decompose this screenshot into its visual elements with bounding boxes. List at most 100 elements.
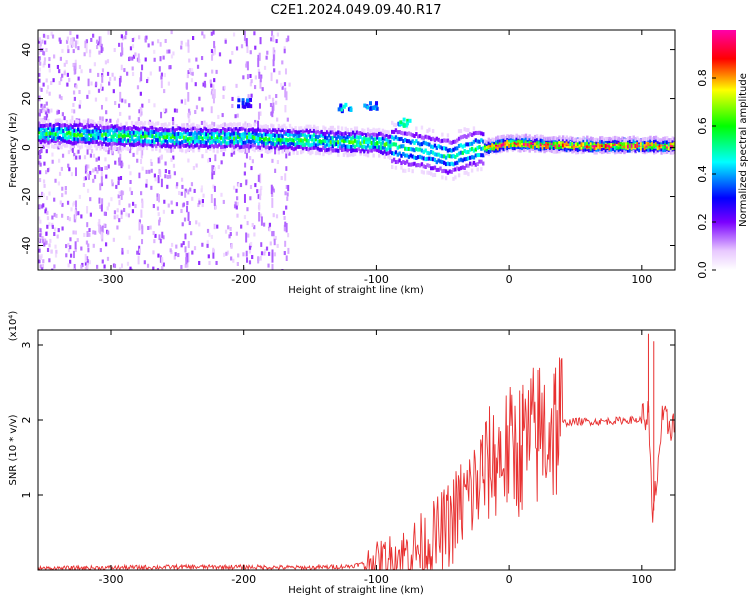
noise-cell	[48, 91, 51, 96]
noise-streak	[210, 194, 213, 203]
ridge-cell	[535, 140, 539, 145]
ridge-cell	[162, 139, 165, 144]
x-tick-label: 0	[506, 273, 513, 286]
noise-streak	[100, 231, 103, 239]
ridge-cell	[649, 144, 652, 149]
noise-cell	[156, 206, 160, 211]
ridge-cell	[67, 139, 71, 144]
noise-cell	[129, 266, 132, 270]
ridge-cell	[288, 144, 292, 149]
noise-cell	[186, 74, 189, 79]
ridge-cell	[582, 135, 585, 140]
ridge-cell	[649, 138, 652, 143]
ridge-cell	[223, 147, 227, 152]
ridge-cell	[502, 142, 505, 147]
noise-cell	[58, 69, 61, 74]
noise-cell	[251, 255, 254, 260]
ridge-cell	[207, 133, 210, 138]
noise-streak	[212, 249, 215, 259]
ridge-cell	[84, 139, 87, 144]
noise-cell	[78, 194, 81, 199]
noise-cell	[164, 161, 167, 166]
noise-cell	[38, 86, 42, 91]
ridge-cell	[350, 132, 353, 137]
noise-cell	[147, 99, 151, 104]
noise-cell	[248, 245, 252, 250]
feature-cell	[368, 101, 372, 106]
noise-cell	[97, 72, 100, 77]
noise-cell	[69, 41, 72, 46]
ridge-cell	[346, 148, 349, 153]
ridge-cell	[221, 130, 225, 135]
ridge-cell	[305, 138, 308, 143]
ridge-cell	[474, 130, 478, 135]
ridge-cell	[205, 135, 208, 140]
ridge-cell	[203, 135, 206, 140]
ridge-cell	[132, 124, 136, 129]
ridge-cell	[625, 145, 628, 150]
ridge-cell	[357, 135, 360, 140]
noise-streak	[272, 102, 275, 111]
ridge-cell	[130, 135, 134, 140]
ridge-cell	[114, 124, 117, 129]
ridge-cell	[277, 133, 281, 138]
ridge-cell	[253, 143, 256, 148]
ridge-cell	[253, 122, 256, 127]
ridge-cell	[482, 139, 485, 144]
ridge-cell	[266, 145, 269, 150]
noise-cell	[69, 147, 73, 152]
ridge-cell	[400, 165, 403, 170]
noise-cell	[92, 168, 95, 173]
noise-streak	[272, 59, 275, 67]
noise-cell	[171, 117, 175, 122]
ridge-cell	[99, 140, 102, 145]
noise-streak	[271, 110, 274, 118]
noise-cell	[167, 203, 170, 208]
noise-streak	[257, 120, 260, 131]
noise-streak	[98, 218, 101, 227]
ridge-cell	[366, 132, 370, 137]
ridge-cell	[208, 146, 212, 151]
ridge-cell	[309, 143, 312, 148]
ridge-cell	[184, 135, 188, 140]
ridge-cell	[272, 127, 275, 132]
noise-cell	[181, 184, 184, 189]
ridge-cell	[221, 126, 225, 131]
ridge-cell	[541, 145, 544, 150]
ridge-cell	[515, 143, 518, 148]
ridge-cell	[179, 126, 182, 131]
ridge-cell	[329, 125, 333, 130]
noise-cell	[44, 34, 47, 39]
ridge-cell	[615, 145, 619, 150]
ridge-cell	[140, 130, 143, 135]
ridge-cell	[322, 131, 325, 136]
noise-cell	[80, 214, 83, 219]
ridge-cell	[431, 136, 435, 141]
noise-cell	[51, 268, 54, 270]
ridge-cell	[257, 141, 260, 146]
noise-cell	[161, 266, 164, 270]
ridge-cell	[604, 148, 608, 153]
noise-streak	[187, 211, 190, 221]
noise-cell	[147, 43, 150, 48]
noise-cell	[44, 209, 47, 214]
noise-cell	[232, 32, 236, 37]
noise-cell	[220, 160, 223, 165]
ridge-cell	[309, 128, 312, 133]
noise-cell	[97, 165, 100, 170]
ridge-cell	[597, 138, 600, 143]
noise-cell	[47, 35, 50, 40]
ridge-cell	[65, 131, 69, 136]
ridge-cell	[71, 125, 74, 130]
noise-cell	[52, 78, 55, 83]
ridge-cell	[385, 151, 388, 156]
ridge-cell	[45, 131, 48, 136]
noise-cell	[191, 250, 194, 255]
ridge-cell	[47, 136, 50, 141]
ridge-cell	[255, 131, 258, 136]
ridge-cell	[485, 151, 489, 156]
noise-cell	[176, 182, 179, 187]
ridge-cell	[151, 139, 154, 144]
ridge-cell	[41, 138, 45, 143]
ridge-cell	[329, 150, 333, 155]
